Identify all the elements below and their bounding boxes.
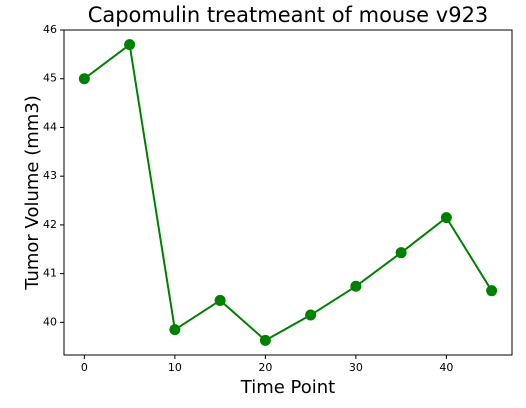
series-line <box>83 43 493 342</box>
data-point <box>78 73 90 85</box>
y-tick-label: 46 <box>43 23 57 36</box>
chart-title: Capomulin treatmeant of mouse v923 <box>88 3 489 27</box>
y-tick-label: 41 <box>43 267 57 280</box>
x-tick-label: 0 <box>81 361 88 374</box>
x-tick-label: 40 <box>439 361 453 374</box>
y-tick-label: 40 <box>43 315 57 328</box>
data-point <box>305 309 317 321</box>
data-point <box>259 334 271 346</box>
data-point <box>169 324 181 336</box>
data-point <box>214 294 226 306</box>
plot-area-frame <box>63 29 513 356</box>
y-axis: 40 41 42 43 44 45 46 <box>43 23 64 328</box>
data-point <box>440 212 452 224</box>
data-point <box>395 247 407 259</box>
y-tick-label: 45 <box>43 72 57 85</box>
plot-series <box>78 39 498 346</box>
data-point <box>350 280 362 292</box>
data-point <box>124 39 136 51</box>
x-tick-label: 20 <box>258 361 272 374</box>
x-tick-label: 10 <box>168 361 182 374</box>
x-axis: 0 10 20 30 40 <box>81 355 453 374</box>
x-axis-label: Time Point <box>240 377 335 398</box>
y-tick-label: 42 <box>43 218 57 231</box>
y-tick-label: 43 <box>43 169 57 182</box>
data-point <box>486 285 498 297</box>
y-axis-label: Tumor Volume (mm3) <box>22 95 43 291</box>
x-tick-label: 30 <box>349 361 363 374</box>
y-tick-label: 44 <box>43 120 57 133</box>
